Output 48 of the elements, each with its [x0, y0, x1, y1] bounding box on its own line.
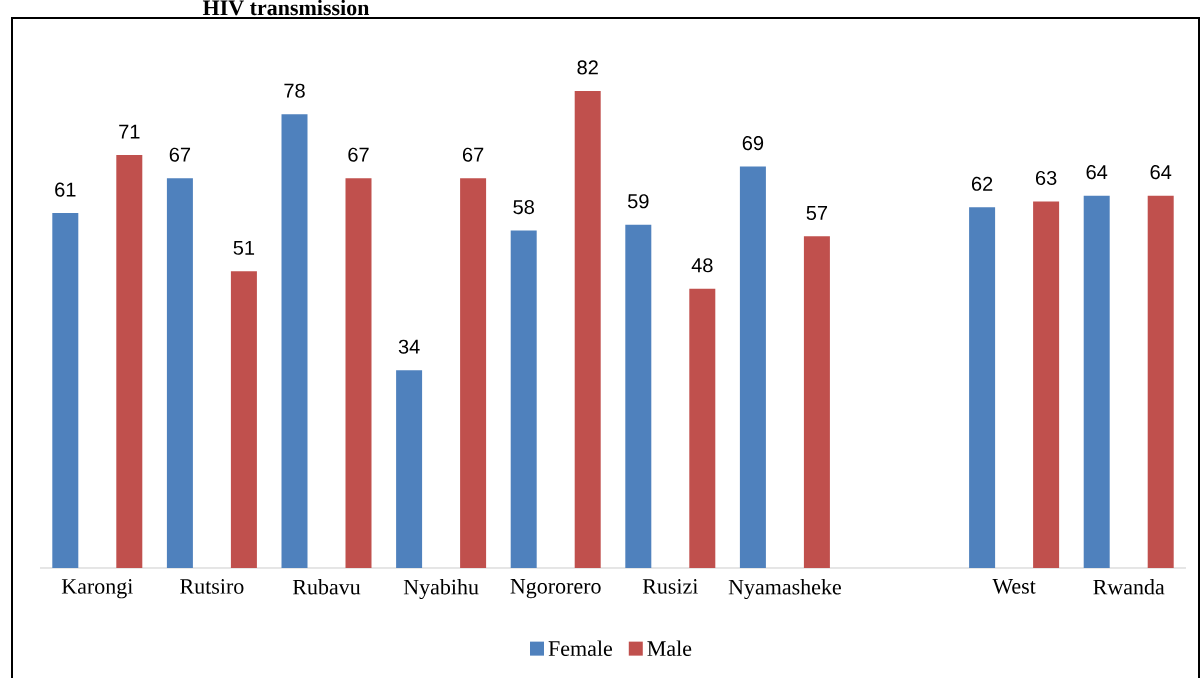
data-label: 34	[398, 339, 420, 354]
data-label: 67	[462, 147, 484, 162]
data-label: 61	[55, 182, 76, 197]
data-label: 82	[577, 60, 598, 75]
bar	[510, 230, 537, 568]
bar	[345, 178, 372, 568]
data-label: 62	[971, 176, 993, 191]
bar	[625, 224, 652, 568]
data-label: 67	[348, 147, 369, 162]
legend-label: Male	[647, 640, 692, 656]
bar	[116, 154, 143, 568]
bar	[739, 166, 766, 568]
data-label: 57	[806, 206, 828, 220]
x-tick-label: Nyabihu	[403, 579, 479, 600]
x-tick-label: Rubavu	[292, 579, 361, 595]
bar	[1083, 195, 1110, 568]
data-label: 64	[1150, 165, 1172, 180]
bar	[1033, 201, 1060, 568]
x-tick-label: Karongi	[61, 579, 133, 599]
x-tick-label: Rwanda	[1093, 579, 1165, 595]
bar	[803, 236, 830, 568]
bar	[969, 207, 996, 568]
data-label: 59	[627, 194, 649, 209]
bar	[281, 114, 308, 568]
x-tick-label: West	[992, 579, 1036, 594]
x-tick-label: Rutsiro	[180, 579, 244, 594]
data-label: 48	[691, 258, 713, 273]
bar	[230, 271, 257, 568]
data-label: 64	[1086, 165, 1108, 180]
data-label: 67	[169, 147, 191, 162]
bar	[1147, 195, 1174, 568]
bar	[52, 213, 79, 568]
bar	[396, 370, 423, 568]
data-label: 69	[742, 136, 764, 151]
data-label: 78	[284, 83, 305, 98]
bar	[166, 178, 193, 568]
x-tick-label: Ngororero	[510, 579, 601, 599]
data-label: 63	[1035, 170, 1057, 186]
chart-title: HIV transmission	[202, 0, 370, 16]
data-label: 71	[119, 124, 140, 139]
data-label: 51	[233, 240, 255, 255]
data-label: 58	[513, 200, 534, 215]
x-tick-label: Nyamasheke	[728, 579, 841, 600]
bar	[574, 90, 601, 568]
x-tick-label: Rusizi	[642, 579, 698, 594]
bar	[689, 288, 716, 568]
bar	[460, 178, 487, 568]
legend-label: Female	[548, 640, 613, 656]
